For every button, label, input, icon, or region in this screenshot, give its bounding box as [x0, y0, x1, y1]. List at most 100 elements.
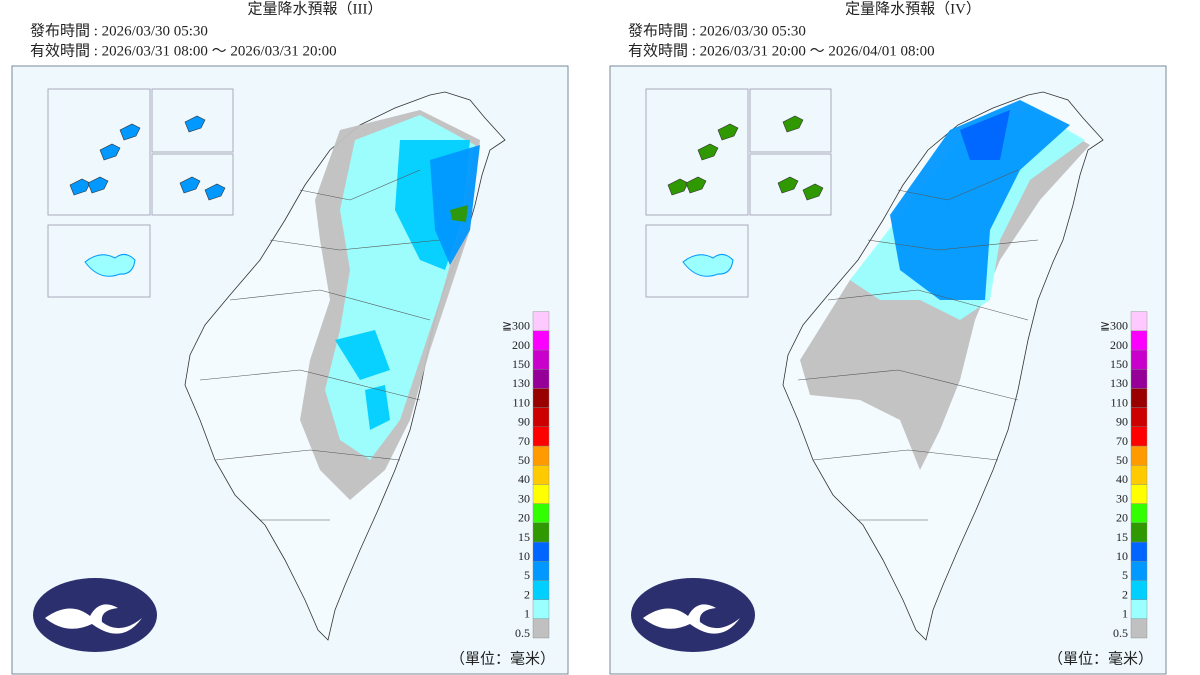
legend-label: 5 — [524, 568, 530, 582]
legend-label: 1 — [1122, 607, 1128, 621]
legend-label: 30 — [1116, 491, 1128, 505]
unit-label: （單位：毫米） — [1048, 649, 1153, 667]
legend-label: 0.5 — [1113, 626, 1128, 640]
island — [717, 123, 739, 141]
legend-label: 0.5 — [515, 626, 530, 640]
legend-label: 200 — [512, 338, 530, 352]
legend-label: 2 — [1122, 587, 1128, 601]
island — [99, 143, 121, 161]
island — [179, 176, 201, 194]
inset-box — [645, 88, 749, 216]
legend-label: 200 — [1110, 338, 1128, 352]
island — [87, 176, 109, 194]
legend-label: 30 — [518, 491, 530, 505]
legend-swatch — [532, 541, 550, 562]
issued-time: 發布時間 : 2026/03/30 05:30 — [30, 22, 208, 39]
legend-swatch — [1130, 541, 1148, 562]
rain-area — [335, 330, 390, 380]
legend-label: ≧300 — [1100, 319, 1128, 333]
legend-label: 50 — [1116, 453, 1128, 467]
legend-label: 150 — [512, 357, 530, 371]
legend-swatch — [532, 580, 550, 600]
legend-label: 150 — [1110, 357, 1128, 371]
panel: 定量降水預報（III） 發布時間 : 2026/03/30 05:30 有效時間 :… — [11, 0, 569, 675]
penghu — [84, 254, 136, 277]
legend-swatch — [532, 349, 550, 370]
legend-swatch — [532, 388, 550, 408]
legend-label: 15 — [1116, 530, 1128, 544]
legend-label: 130 — [1110, 376, 1128, 390]
legend-label: 1 — [524, 607, 530, 621]
legend-swatch — [1130, 580, 1148, 600]
legend-swatch — [532, 369, 550, 389]
panel-title: 定量降水預報（IV） — [845, 0, 981, 17]
issued-time: 發布時間 : 2026/03/30 05:30 — [628, 22, 806, 39]
legend-swatch — [1130, 407, 1148, 428]
rain-area — [365, 385, 390, 430]
legend-swatch — [1130, 311, 1148, 332]
logo-swirl — [643, 604, 740, 634]
island — [69, 178, 91, 196]
island — [184, 115, 206, 133]
legend-swatch — [532, 311, 550, 332]
logo-swirl — [45, 604, 142, 634]
legend-swatch — [532, 618, 550, 639]
county-lines — [797, 169, 1039, 521]
legend-label: 40 — [1116, 472, 1128, 486]
legend-swatch — [1130, 618, 1148, 639]
legend-swatch — [1130, 445, 1148, 466]
legend-label: 15 — [518, 530, 530, 544]
legend-swatch — [532, 407, 550, 428]
legend-swatch — [1130, 426, 1148, 447]
rain-area — [890, 100, 1070, 300]
legend-swatch — [1130, 330, 1148, 351]
rain-area — [960, 110, 1010, 160]
valid-time: 有效時間 : 2026/03/31 20:00 ～ 2026/04/01 08:… — [628, 42, 935, 59]
island — [685, 176, 707, 194]
panel: 定量降水預報（IV） 發布時間 : 2026/03/30 05:30 有效時間 : … — [609, 0, 1167, 675]
legend-swatch — [1130, 369, 1148, 389]
legend-swatch — [1130, 561, 1148, 581]
county-lines — [199, 169, 441, 521]
legend-label: 40 — [518, 472, 530, 486]
legend-label: 10 — [1116, 549, 1128, 563]
legend-label: 2 — [524, 587, 530, 601]
legend-label: 20 — [1116, 511, 1128, 525]
legend-label: 70 — [1116, 434, 1128, 448]
legend-swatch — [532, 445, 550, 466]
legend-label: 110 — [512, 395, 530, 409]
legend-label: 20 — [518, 511, 530, 525]
inset-box — [47, 224, 151, 298]
inset-box — [645, 224, 749, 298]
rain-area — [450, 205, 468, 222]
legend-label: 50 — [518, 453, 530, 467]
legend-swatch — [532, 561, 550, 581]
unit-label: （單位：毫米） — [450, 649, 555, 667]
penghu — [682, 254, 734, 277]
island — [667, 178, 689, 196]
rain-area — [430, 145, 480, 265]
island — [204, 183, 226, 201]
panel-title: 定量降水預報（III） — [248, 0, 383, 17]
island — [782, 115, 804, 133]
inset-box — [47, 88, 151, 216]
legend-swatch — [532, 465, 550, 485]
legend-swatch — [1130, 522, 1148, 543]
legend-swatch — [532, 426, 550, 447]
legend-label: 70 — [518, 434, 530, 448]
legend-label: 130 — [512, 376, 530, 390]
island — [697, 143, 719, 161]
island — [119, 123, 141, 141]
legend-label: ≧300 — [502, 319, 530, 333]
legend-swatch — [532, 484, 550, 504]
legend-swatch — [532, 503, 550, 524]
legend-label: 90 — [1116, 415, 1128, 429]
legend-swatch — [1130, 465, 1148, 485]
legend-swatch — [1130, 349, 1148, 370]
legend-swatch — [1130, 503, 1148, 524]
legend-label: 110 — [1110, 395, 1128, 409]
legend-swatch — [532, 522, 550, 543]
legend-swatch — [532, 330, 550, 351]
island — [777, 176, 799, 194]
